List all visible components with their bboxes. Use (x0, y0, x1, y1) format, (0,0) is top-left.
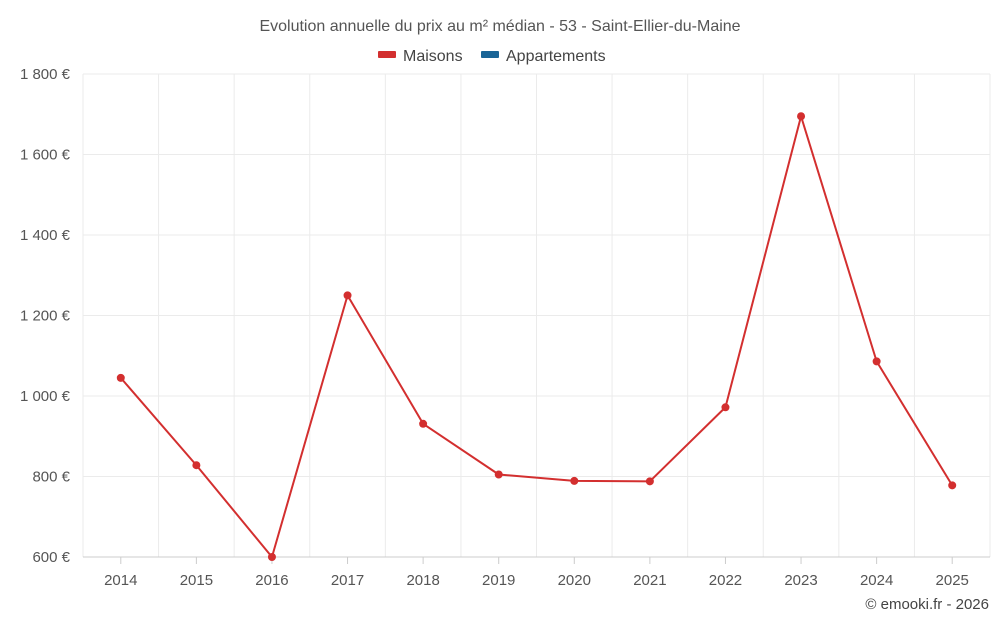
chart-title: Evolution annuelle du prix au m² médian … (259, 18, 740, 35)
data-point[interactable] (797, 112, 806, 121)
x-axis: 2014 2015 2016 2017 2018 2019 2020 2021 2022 2023… (83, 556, 990, 589)
data-point[interactable] (343, 291, 352, 300)
legend: Maisons Appartements (378, 48, 606, 65)
data-point[interactable] (267, 553, 276, 561)
data-point[interactable] (872, 357, 881, 366)
x-tick-label: 2022 (709, 572, 742, 589)
grid (82, 73, 991, 557)
legend-label-appartements: Appartements (506, 48, 606, 65)
data-point[interactable] (494, 470, 503, 479)
y-tick-label: 1 800 € (20, 66, 71, 83)
x-tick-label: 2025 (936, 572, 969, 589)
legend-label-maisons: Maisons (403, 48, 463, 65)
x-tick-label: 2023 (784, 572, 817, 589)
data-point[interactable] (645, 477, 654, 486)
legend-item-appartements[interactable]: Appartements (481, 48, 606, 65)
x-tick-label: 2016 (255, 572, 288, 589)
data-point[interactable] (570, 476, 579, 485)
y-axis: 600 € 800 € 1 000 € 1 200 € 1 400 € 1 600 € 1 … (20, 66, 71, 566)
x-tick-label: 2018 (406, 572, 439, 589)
y-tick-label: 1 200 € (20, 308, 71, 325)
y-tick-label: 800 € (32, 469, 70, 486)
series-line-maisons (120, 115, 954, 558)
x-tick-label: 2024 (860, 572, 893, 589)
legend-item-maisons[interactable]: Maisons (378, 48, 463, 65)
y-tick-label: 600 € (32, 549, 70, 566)
x-tick-label: 2015 (180, 572, 213, 589)
x-tick-label: 2019 (482, 572, 515, 589)
credit-text: © emooki.fr - 2026 (865, 596, 989, 613)
data-point[interactable] (948, 481, 957, 490)
legend-swatch-maisons (378, 51, 396, 58)
legend-swatch-appartements (481, 51, 499, 58)
x-tick-label: 2020 (558, 572, 591, 589)
y-tick-label: 1 400 € (20, 227, 71, 244)
x-tick-label: 2014 (104, 572, 137, 589)
data-point[interactable] (721, 403, 730, 412)
data-point[interactable] (116, 373, 125, 382)
y-tick-label: 1 000 € (20, 388, 71, 405)
x-tick-label: 2021 (633, 572, 666, 589)
series-layer (116, 112, 957, 561)
data-point[interactable] (192, 461, 201, 470)
data-point[interactable] (419, 419, 428, 428)
y-tick-label: 1 600 € (20, 147, 71, 164)
x-tick-label: 2017 (331, 572, 364, 589)
